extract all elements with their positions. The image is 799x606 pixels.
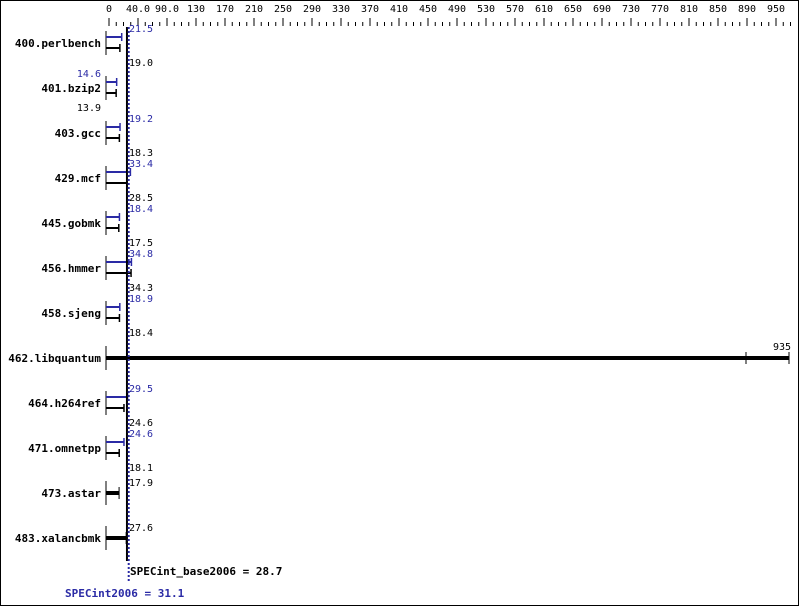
peak-value-label: 18.9 — [129, 294, 153, 305]
base-summary-label: SPECint_base2006 = 28.7 — [130, 565, 282, 578]
peak-value-label: 14.6 — [77, 69, 101, 80]
base-value-label: 13.9 — [77, 103, 101, 114]
benchmark-label: 445.gobmk — [41, 217, 101, 230]
peak-value-label: 18.4 — [129, 204, 153, 215]
x-tick-label: 290 — [303, 4, 321, 15]
base-value-label: 17.5 — [129, 238, 153, 249]
base-value-label: 18.4 — [129, 328, 153, 339]
peak-value-label: 21.5 — [129, 24, 153, 35]
x-tick-label: 450 — [419, 4, 437, 15]
x-tick-label: 90.0 — [155, 4, 179, 15]
x-tick-label: 490 — [448, 4, 466, 15]
x-tick-label: 210 — [245, 4, 263, 15]
benchmark-label: 483.xalancbmk — [15, 532, 101, 545]
base-value-label: 18.1 — [129, 463, 153, 474]
base-value-label: 17.9 — [129, 478, 153, 489]
x-tick-label: 810 — [680, 4, 698, 15]
base-value-label: 18.3 — [129, 148, 153, 159]
x-tick-label: 770 — [651, 4, 669, 15]
x-tick-label: 610 — [535, 4, 553, 15]
peak-value-label: 33.4 — [129, 159, 153, 170]
x-tick-label: 950 — [767, 4, 785, 15]
x-tick-label: 250 — [274, 4, 292, 15]
benchmark-label: 400.perlbench — [15, 37, 101, 50]
x-tick-label: 410 — [390, 4, 408, 15]
x-tick-label: 330 — [332, 4, 350, 15]
base-value-label: 34.3 — [129, 283, 153, 294]
peak-value-label: 29.5 — [129, 384, 153, 395]
x-tick-label: 40.0 — [126, 4, 150, 15]
x-tick-label: 650 — [564, 4, 582, 15]
base-value-label: 935 — [773, 342, 791, 353]
x-tick-label: 370 — [361, 4, 379, 15]
x-tick-label: 570 — [506, 4, 524, 15]
base-value-label: 19.0 — [129, 58, 153, 69]
peak-value-label: 19.2 — [129, 114, 153, 125]
base-value-label: 28.5 — [129, 193, 153, 204]
x-tick-label: 530 — [477, 4, 495, 15]
benchmark-label: 456.hmmer — [41, 262, 101, 275]
x-tick-label: 730 — [622, 4, 640, 15]
x-tick-label: 890 — [738, 4, 756, 15]
benchmark-label: 473.astar — [41, 487, 101, 500]
x-tick-label: 690 — [593, 4, 611, 15]
x-tick-label: 170 — [216, 4, 234, 15]
x-tick-label: 130 — [187, 4, 205, 15]
peak-value-label: 34.8 — [129, 249, 153, 260]
base-value-label: 27.6 — [129, 523, 153, 534]
benchmark-label: 429.mcf — [55, 172, 101, 185]
benchmark-label: 401.bzip2 — [41, 82, 101, 95]
benchmark-label: 471.omnetpp — [28, 442, 101, 455]
benchmark-label: 462.libquantum — [8, 352, 101, 365]
benchmark-label: 464.h264ref — [28, 397, 101, 410]
benchmark-label: 458.sjeng — [41, 307, 101, 320]
base-value-label: 24.6 — [129, 418, 153, 429]
benchmark-label: 403.gcc — [55, 127, 101, 140]
x-tick-label: 0 — [106, 4, 112, 15]
x-tick-label: 850 — [709, 4, 727, 15]
peak-value-label: 24.6 — [129, 429, 153, 440]
peak-summary-label: SPECint2006 = 31.1 — [65, 587, 185, 600]
